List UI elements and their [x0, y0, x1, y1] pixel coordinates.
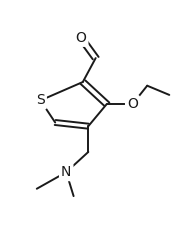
Text: O: O — [127, 97, 138, 111]
Text: N: N — [61, 165, 71, 179]
Text: S: S — [36, 93, 45, 107]
Text: O: O — [75, 31, 86, 45]
